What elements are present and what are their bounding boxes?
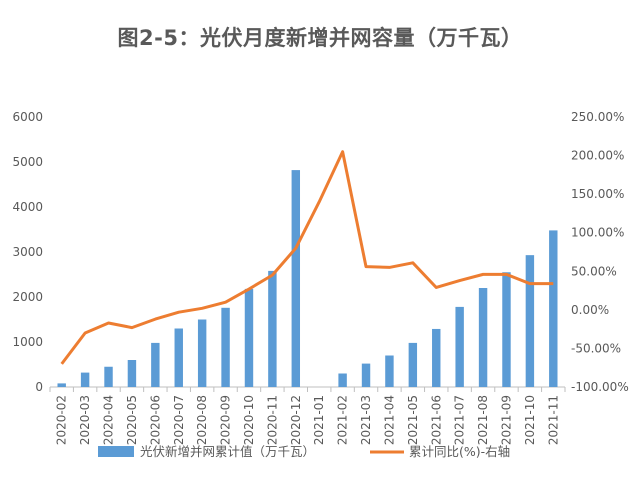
bar xyxy=(291,170,301,387)
bar xyxy=(385,355,394,387)
bar xyxy=(525,255,535,387)
line-layer xyxy=(60,150,554,365)
y-left-tick-label: 1000 xyxy=(12,335,43,349)
bar xyxy=(455,306,464,387)
x-tick-label: 2021-10 xyxy=(523,395,537,445)
bar xyxy=(80,372,90,387)
bar xyxy=(408,342,418,387)
x-tick-label: 2020-12 xyxy=(289,395,303,445)
y-right-tick-label: 50.00% xyxy=(571,264,617,278)
bar xyxy=(104,366,113,387)
y-right-tick-label: -100.00% xyxy=(571,380,629,394)
line-series xyxy=(60,150,554,365)
x-tick-label: 2020-11 xyxy=(265,395,279,445)
bar xyxy=(502,272,511,387)
bar xyxy=(478,288,488,387)
y-right-tick-label: 100.00% xyxy=(571,226,624,240)
legend: 光伏新增并网累计值（万千瓦） 累计同比(%)-右轴 xyxy=(98,444,510,459)
bar xyxy=(127,360,137,387)
y-right-tick-label: -50.00% xyxy=(571,341,621,355)
x-tick-label: 2021-05 xyxy=(406,395,420,445)
bar xyxy=(57,383,66,387)
bars-layer xyxy=(57,170,558,387)
bar xyxy=(549,230,558,387)
axes-layer: 0 1000 2000 3000 4000 5000 6000 -100.00% -50.00%… xyxy=(12,110,628,445)
x-tick-label: 2020-05 xyxy=(125,395,139,445)
y-left-tick-label: 4000 xyxy=(12,200,43,214)
y-left-tick-label: 5000 xyxy=(12,155,43,169)
x-tick-label: 2020-02 xyxy=(55,395,69,445)
bar xyxy=(174,328,183,387)
x-tick-label: 2021-08 xyxy=(476,395,490,445)
x-tick-label: 2020-04 xyxy=(102,395,116,445)
x-tick-label: 2021-03 xyxy=(359,395,373,445)
bar xyxy=(338,373,347,387)
x-tick-label: 2021-09 xyxy=(499,395,513,445)
x-tick-label: 2020-06 xyxy=(148,395,162,445)
x-tick-label: 2021-11 xyxy=(546,395,560,445)
x-tick-label: 2020-08 xyxy=(195,395,209,445)
y-right-tick-label: 150.00% xyxy=(571,187,624,201)
bar xyxy=(244,288,254,387)
y-left-tick-label: 0 xyxy=(35,380,43,394)
x-tick-label: 2021-01 xyxy=(312,395,326,445)
legend-line-label: 累计同比(%)-右轴 xyxy=(409,444,510,459)
chart-title: 图2-5：光伏月度新增并网容量（万千瓦） xyxy=(117,26,523,50)
x-tick-label: 2020-03 xyxy=(78,395,92,445)
bar xyxy=(221,307,230,387)
legend-bar-swatch xyxy=(98,446,134,457)
bar xyxy=(432,328,441,387)
y-right-tick-label: 200.00% xyxy=(571,149,624,163)
bar xyxy=(151,342,160,387)
y-left-tick-label: 6000 xyxy=(12,110,43,124)
y-left-tick-label: 3000 xyxy=(12,245,43,259)
x-tick-label: 2021-04 xyxy=(382,395,396,445)
x-tick-label: 2020-10 xyxy=(242,395,256,445)
x-tick-label: 2021-02 xyxy=(336,395,350,445)
bar xyxy=(361,363,371,387)
x-tick-label: 2021-07 xyxy=(453,395,467,445)
y-right-tick-label: 250.00% xyxy=(571,110,624,124)
legend-bar-label: 光伏新增并网累计值（万千瓦） xyxy=(140,444,315,459)
x-tick-label: 2020-07 xyxy=(172,395,186,445)
bar xyxy=(197,319,207,387)
y-right-tick-label: 0.00% xyxy=(571,303,609,317)
x-tick-label: 2020-09 xyxy=(219,395,233,445)
x-tick-label: 2021-06 xyxy=(429,395,443,445)
y-left-tick-label: 2000 xyxy=(12,290,43,304)
bar xyxy=(268,270,277,387)
